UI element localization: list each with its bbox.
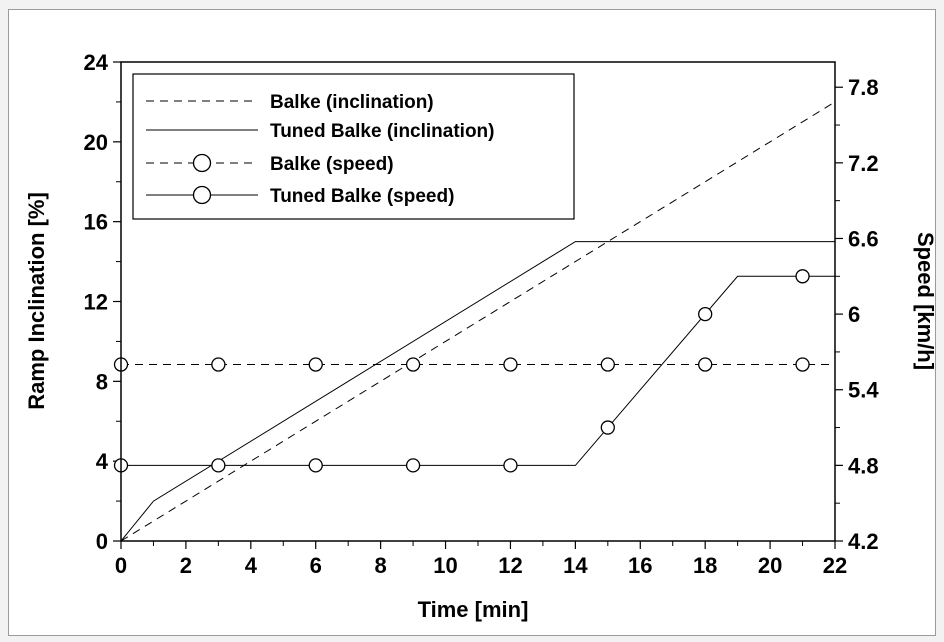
x-tick-label: 6 [310, 553, 322, 578]
series-marker-2 [600, 357, 615, 372]
legend-marker-3 [192, 185, 212, 205]
series-marker-3 [211, 458, 226, 473]
series-marker-2 [308, 357, 323, 372]
legend-entry-1: Tuned Balke (inclination) [146, 121, 495, 142]
x-tick-label: 4 [245, 553, 258, 578]
x-tick-label: 14 [563, 553, 588, 578]
series-marker-3 [405, 458, 421, 473]
legend-label-2: Balke (speed) [270, 154, 394, 175]
y-left-tick-labels: 0 4 8 12 16 20 24 [84, 50, 109, 554]
legend: Balke (inclination) Tuned Balke (inclina… [132, 73, 575, 220]
y-left-tick-label: 4 [96, 449, 109, 474]
series-marker-3 [503, 458, 518, 473]
y-right-tick-label: 7.2 [848, 151, 879, 176]
y-right-tick-label: 6.6 [848, 226, 879, 251]
legend-label-0: Balke (inclination) [270, 92, 434, 113]
x-tick-label: 8 [375, 553, 387, 578]
y-left-axis-label: Ramp Inclination [%] [24, 192, 49, 410]
y-left-tick-label: 20 [84, 130, 108, 155]
x-tick-label: 2 [180, 553, 192, 578]
series-marker-2 [698, 357, 713, 372]
x-tick-labels: 0 2 4 6 8 10 12 14 16 18 20 22 [115, 553, 847, 578]
x-axis-label: Time [min] [418, 597, 529, 622]
y-right-tick-label: 7.8 [848, 75, 879, 100]
legend-label-3: Tuned Balke (speed) [270, 186, 454, 207]
series-marker-3 [795, 269, 810, 284]
series-marker-3 [698, 306, 713, 322]
x-tick-label: 0 [115, 553, 127, 578]
series-marker-3 [600, 420, 615, 435]
series-marker-2 [211, 357, 226, 372]
legend-marker-2 [192, 153, 212, 173]
x-tick-label: 16 [628, 553, 652, 578]
y-left-tick-label: 16 [84, 210, 108, 235]
x-tick-label: 20 [758, 553, 782, 578]
series-marker-2 [503, 357, 518, 372]
x-tick-label: 10 [433, 553, 457, 578]
y-left-tick-label: 24 [84, 50, 109, 75]
y-right-tick-labels: 4.2 4.8 5.4 6 6.6 7.2 7.8 [848, 75, 879, 554]
y-left-tick-label: 12 [84, 290, 108, 315]
plot-area-border [120, 61, 836, 542]
legend-entry-0: Balke (inclination) [146, 92, 434, 113]
y-left-tick-label: 8 [96, 369, 108, 394]
series-marker-2 [795, 357, 810, 372]
series-marker-2 [405, 357, 421, 372]
series-marker-3 [308, 458, 323, 473]
legend-entry-2: Balke (speed) [146, 153, 394, 175]
y-right-tick-label: 6 [848, 302, 860, 327]
y-right-tick-label: 4.8 [848, 453, 879, 478]
series-markers [113, 269, 810, 473]
series-line-3 [121, 275, 835, 466]
series-lines [120, 101, 836, 542]
legend-label-1: Tuned Balke (inclination) [270, 121, 495, 142]
x-tick-label: 18 [693, 553, 717, 578]
legend-entry-3: Tuned Balke (speed) [146, 185, 454, 207]
axis-ticks [113, 61, 843, 549]
x-tick-label: 22 [823, 553, 847, 578]
series-line-1 [120, 241, 835, 542]
y-right-tick-label: 5.4 [848, 378, 879, 403]
y-left-tick-label: 0 [96, 529, 108, 554]
y-right-tick-label: 4.2 [848, 529, 879, 554]
y-right-axis-label: Speed [km/h] [913, 232, 938, 370]
x-tick-label: 12 [498, 553, 522, 578]
